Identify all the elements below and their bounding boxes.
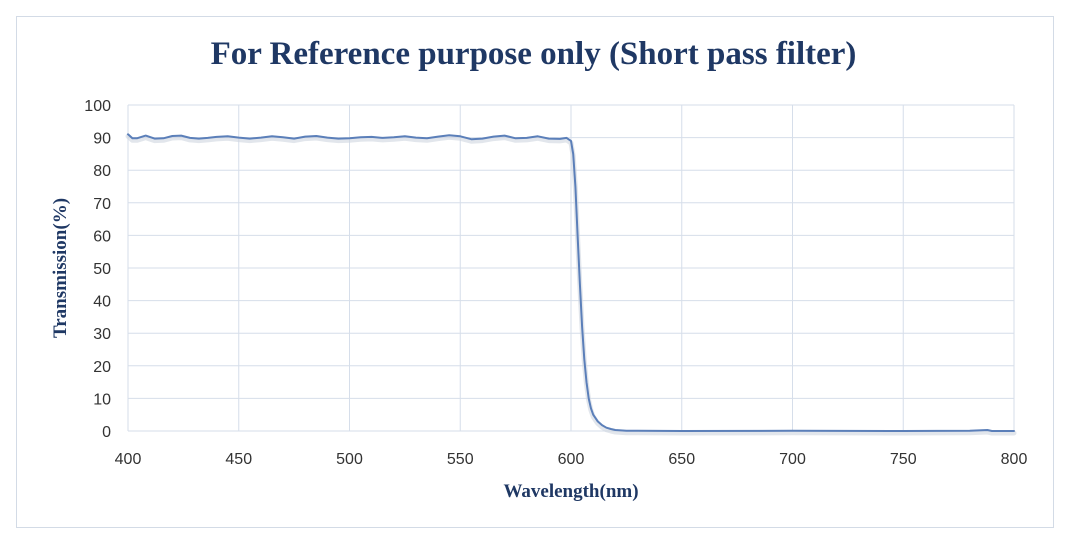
- y-tick-label: 10: [93, 391, 111, 408]
- x-axis-title: Wavelength(nm): [503, 481, 638, 502]
- series-line-shadow: [125, 133, 1017, 436]
- chart-title: For Reference purpose only (Short pass f…: [210, 36, 857, 72]
- y-tick-label: 50: [93, 261, 111, 278]
- x-tick-label: 550: [447, 451, 474, 468]
- x-tick-label: 700: [779, 451, 806, 468]
- x-tick-label: 800: [1001, 451, 1028, 468]
- x-tick-label: 450: [225, 451, 252, 468]
- y-axis-title: Transmission(%): [50, 198, 71, 338]
- series-group: [125, 133, 1017, 436]
- x-tick-label: 650: [668, 451, 695, 468]
- x-tick-label: 750: [890, 451, 917, 468]
- x-tick-labels: 400 450 500 550 600 650 700 750 800: [115, 451, 1028, 468]
- y-tick-label: 80: [93, 163, 111, 180]
- y-tick-label: 20: [93, 359, 111, 376]
- y-tick-label: 0: [102, 424, 111, 441]
- y-tick-label: 70: [93, 196, 111, 213]
- y-tick-label: 30: [93, 326, 111, 343]
- x-tick-label: 500: [336, 451, 363, 468]
- y-tick-label: 60: [93, 228, 111, 245]
- y-tick-label: 90: [93, 131, 111, 148]
- x-tick-label: 400: [115, 451, 142, 468]
- x-tick-label: 600: [558, 451, 585, 468]
- series-line: [127, 133, 1015, 432]
- y-tick-label: 40: [93, 294, 111, 311]
- y-tick-label: 100: [84, 98, 111, 115]
- y-tick-labels: 0 10 20 30 40 50 60 70 80 90 100: [84, 98, 111, 441]
